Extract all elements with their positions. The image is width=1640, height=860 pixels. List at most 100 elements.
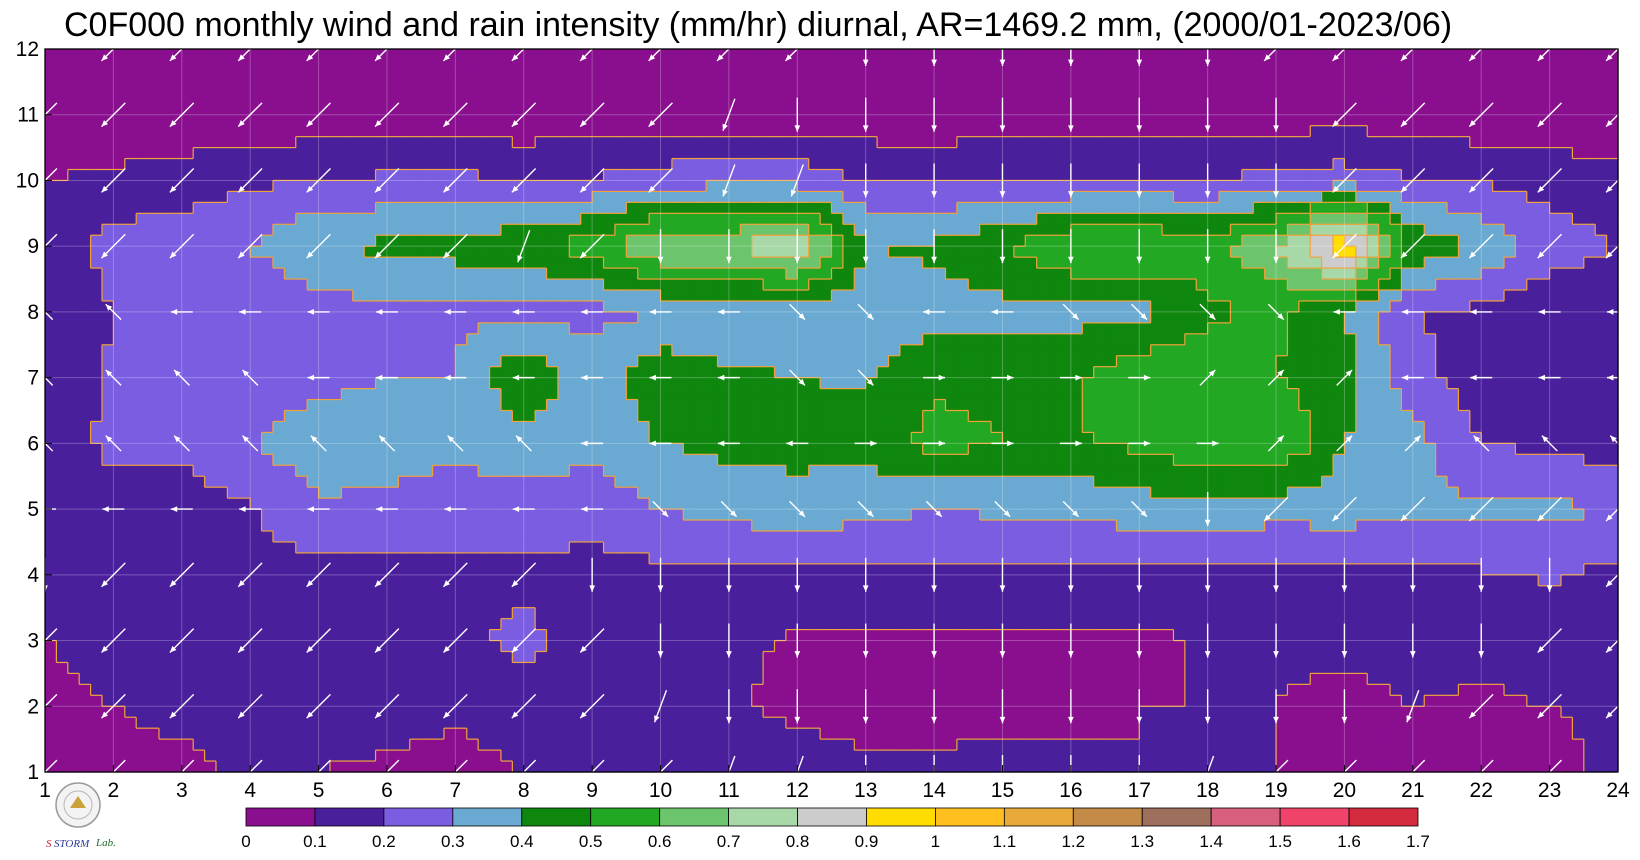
field-cell [1572, 377, 1585, 390]
field-cell [1230, 92, 1243, 105]
field-cell [740, 279, 753, 291]
field-cell [934, 300, 947, 313]
field-cell [79, 213, 92, 225]
field-cell [341, 388, 354, 401]
field-cell [421, 268, 434, 280]
field-cell [1538, 355, 1551, 368]
field-cell [170, 443, 183, 455]
field-cell [1093, 257, 1106, 269]
field-cell [295, 355, 308, 368]
field-cell [979, 147, 992, 160]
field-cell [671, 49, 684, 61]
field-cell [215, 158, 228, 171]
field-cell [922, 169, 935, 182]
field-cell [113, 49, 126, 61]
field-cell [1481, 432, 1494, 444]
field-cell [1048, 103, 1061, 116]
field-cell [865, 81, 878, 94]
field-cell [637, 191, 650, 203]
field-cell [215, 202, 228, 214]
field-cell [1127, 59, 1140, 72]
field-cell [90, 147, 103, 160]
field-cell [968, 410, 981, 423]
field-cell [1390, 191, 1403, 203]
field-cell [1184, 81, 1197, 94]
field-cell [1036, 81, 1049, 94]
field-cell [956, 235, 969, 247]
field-cell [421, 311, 434, 324]
field-cell [67, 147, 80, 160]
field-cell [215, 257, 228, 269]
field-cell [614, 333, 627, 346]
field-cell [1253, 235, 1266, 247]
field-cell [1184, 246, 1197, 258]
field-cell [1105, 158, 1118, 171]
field-cell [318, 290, 331, 302]
field-cell [1298, 410, 1311, 423]
field-cell [820, 103, 833, 116]
field-cell [1549, 202, 1562, 214]
field-cell [113, 290, 126, 302]
field-cell [740, 257, 753, 269]
field-cell [307, 125, 320, 138]
field-cell [740, 59, 753, 72]
field-cell [489, 355, 502, 368]
field-cell [238, 399, 251, 412]
field-cell [1093, 103, 1106, 116]
field-cell [318, 59, 331, 72]
field-cell [1481, 49, 1494, 61]
field-cell [717, 202, 730, 214]
field-cell [979, 344, 992, 357]
field-cell [284, 180, 297, 192]
field-cell [899, 202, 912, 214]
field-cell [1036, 432, 1049, 444]
field-cell [45, 70, 57, 83]
field-cell [455, 322, 468, 335]
field-cell [557, 311, 570, 324]
field-cell [1526, 246, 1539, 258]
field-cell [136, 114, 149, 127]
field-cell [1504, 432, 1517, 444]
field-cell [421, 246, 434, 258]
field-cell [1344, 300, 1357, 313]
field-cell [181, 432, 194, 444]
field-cell [45, 92, 57, 105]
field-cell [1344, 158, 1357, 171]
field-cell [1070, 224, 1083, 236]
field-cell [1264, 290, 1277, 302]
field-cell [1481, 158, 1494, 171]
field-cell [614, 49, 627, 61]
field-cell [364, 70, 377, 83]
field-cell [1412, 377, 1425, 390]
field-cell [204, 355, 217, 368]
field-cell [535, 377, 548, 390]
field-cell [56, 311, 69, 324]
field-cell [1298, 158, 1311, 171]
field-cell [56, 388, 69, 401]
field-cell [478, 322, 491, 335]
field-cell [1241, 70, 1254, 83]
field-cell [124, 49, 137, 61]
field-cell [227, 333, 240, 346]
field-cell [831, 136, 844, 149]
field-cell [1162, 70, 1175, 83]
field-cell [580, 377, 593, 390]
field-cell [546, 322, 559, 335]
field-cell [1241, 410, 1254, 423]
field-cell [1162, 311, 1175, 324]
field-cell [512, 103, 525, 116]
field-cell [432, 169, 445, 182]
field-cell [1367, 136, 1380, 149]
field-cell [1504, 103, 1517, 116]
field-cell [763, 92, 776, 105]
field-cell [227, 224, 240, 236]
field-cell [238, 202, 251, 214]
field-cell [443, 355, 456, 368]
field-cell [706, 246, 719, 258]
field-cell [1333, 191, 1346, 203]
field-cell [1036, 235, 1049, 247]
field-cell [592, 399, 605, 412]
field-cell [1150, 103, 1163, 116]
field-cell [1105, 169, 1118, 182]
field-cell [455, 366, 468, 379]
